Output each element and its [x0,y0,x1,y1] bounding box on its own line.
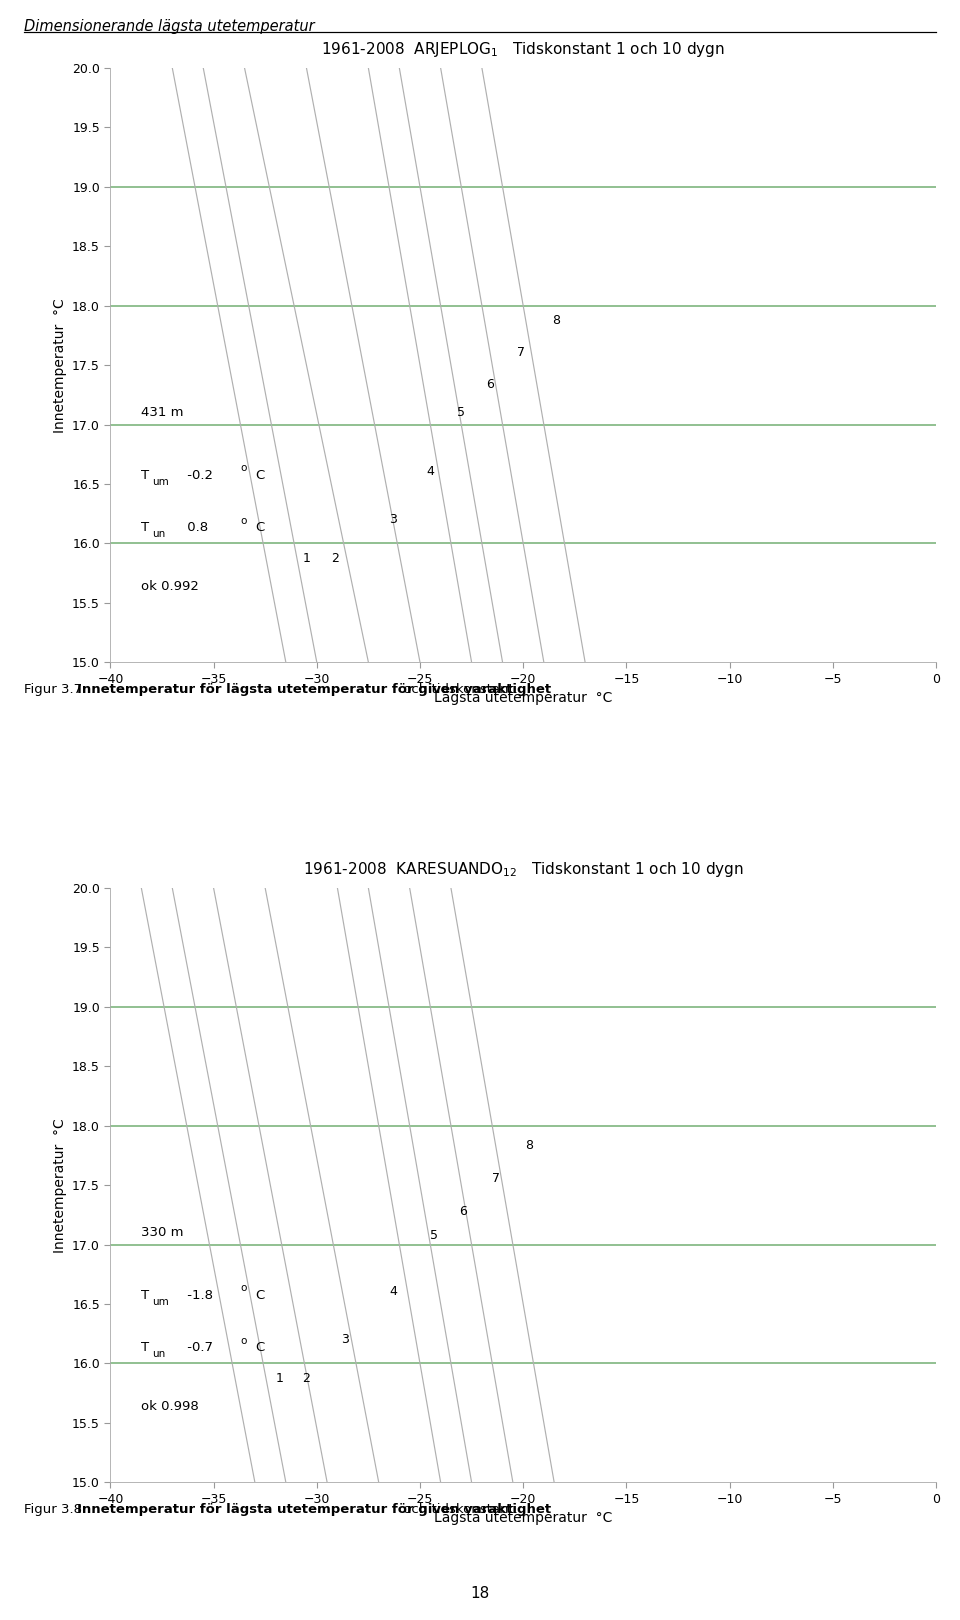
Text: un: un [152,1349,165,1359]
Text: -0.7: -0.7 [182,1341,217,1354]
Text: o: o [240,1335,247,1346]
Text: -1.8: -1.8 [182,1288,217,1301]
Text: ok 0.992: ok 0.992 [141,580,200,593]
Text: 5: 5 [430,1230,439,1243]
Text: 3: 3 [342,1333,349,1346]
Text: 0.8: 0.8 [182,522,212,535]
Text: 6: 6 [459,1205,468,1218]
Text: C: C [255,522,264,535]
Text: 5: 5 [457,405,466,418]
Text: um: um [152,476,168,488]
Text: och tidskonstant.: och tidskonstant. [399,1503,517,1516]
Text: o: o [240,1283,247,1293]
Text: 4: 4 [426,465,434,478]
Text: och tidskonstant.: och tidskonstant. [399,684,517,697]
Y-axis label: Innetemperatur  °C: Innetemperatur °C [53,1118,66,1252]
Text: T: T [141,1288,150,1301]
Text: 4: 4 [389,1285,396,1298]
Text: o: o [240,515,247,525]
X-axis label: Lägsta utetemperatur  °C: Lägsta utetemperatur °C [434,1511,612,1526]
Text: Figur 3.8: Figur 3.8 [24,1503,86,1516]
Text: Innetemperatur för lägsta utetemperatur för given varaktighet: Innetemperatur för lägsta utetemperatur … [77,684,551,697]
Text: 330 m: 330 m [141,1226,184,1239]
Text: T: T [141,1341,150,1354]
Text: 8: 8 [525,1139,533,1152]
Text: C: C [255,1341,264,1354]
Text: 8: 8 [552,314,560,327]
Text: C: C [255,1288,264,1301]
Text: 431 m: 431 m [141,405,184,418]
Text: o: o [240,463,247,473]
Y-axis label: Innetemperatur  °C: Innetemperatur °C [53,298,66,433]
X-axis label: Lägsta utetemperatur  °C: Lägsta utetemperatur °C [434,692,612,705]
Text: Figur 3.7: Figur 3.7 [24,684,86,697]
Text: 18: 18 [470,1586,490,1601]
Text: 6: 6 [486,379,494,392]
Text: C: C [255,468,264,481]
Text: 1: 1 [276,1372,283,1385]
Text: 7: 7 [492,1173,500,1186]
Text: T: T [141,522,150,535]
Title: 1961-2008  KARESUANDO$_{12}$   Tidskonstant 1 och 10 dygn: 1961-2008 KARESUANDO$_{12}$ Tidskonstant… [302,860,744,880]
Text: un: un [152,530,165,539]
Text: ok 0.998: ok 0.998 [141,1400,199,1413]
Text: T: T [141,468,150,481]
Text: 2: 2 [302,1372,310,1385]
Text: 2: 2 [331,552,339,565]
Text: 3: 3 [389,512,396,525]
Title: 1961-2008  ARJEPLOG$_{1}$   Tidskonstant 1 och 10 dygn: 1961-2008 ARJEPLOG$_{1}$ Tidskonstant 1 … [322,40,725,60]
Text: Dimensionerande lägsta utetemperatur: Dimensionerande lägsta utetemperatur [24,19,315,34]
Text: um: um [152,1298,168,1307]
Text: Innetemperatur för lägsta utetemperatur för given varaktighet: Innetemperatur för lägsta utetemperatur … [77,1503,551,1516]
Text: 7: 7 [517,347,525,360]
Text: -0.2: -0.2 [182,468,217,481]
Text: 1: 1 [302,552,310,565]
